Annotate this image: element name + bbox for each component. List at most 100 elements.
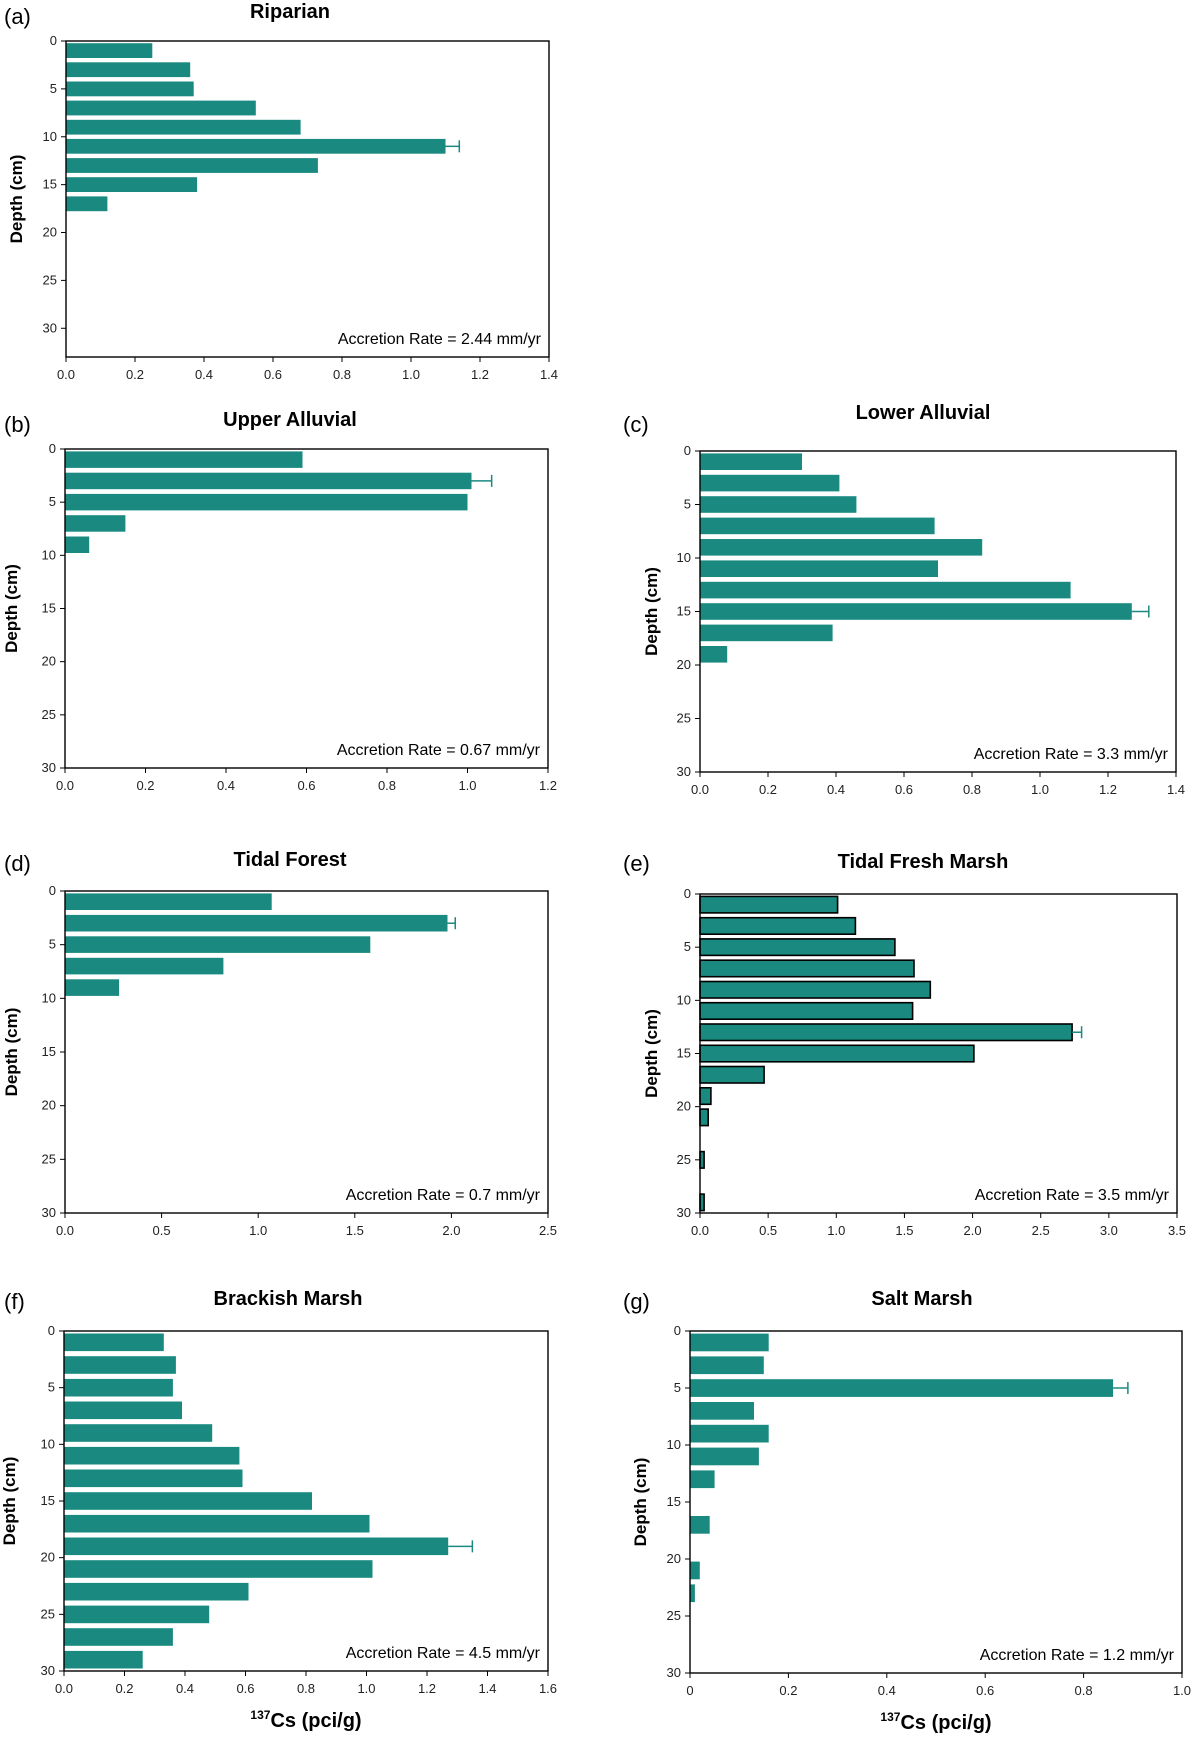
chart-title: Tidal Forest [234,849,347,871]
bar [64,1378,173,1397]
chart-title: Tidal Fresh Marsh [838,851,1009,873]
y-tick-label: 20 [42,654,56,669]
bar [64,1628,173,1646]
x-tick-label: 0.6 [264,367,282,382]
y-tick-label: 0 [684,886,691,901]
x-tick-label: 1.0 [357,1681,375,1696]
y-axis-label: Depth (cm) [7,155,26,244]
bar [65,451,303,468]
x-tick-label: 1.4 [540,367,558,382]
y-tick-label: 5 [684,939,691,954]
x-tick-label: 1.4 [478,1681,496,1696]
error-bar [1113,1382,1129,1394]
x-tick-label: 0.2 [136,778,154,793]
x-tick-label: 1.4 [1167,782,1185,797]
chart-panel-b: (b) Upper Alluvial 0 5 10 15 20 25 300.0 0.2 0.4 0.… [2,409,557,793]
y-tick-label: 25 [677,711,691,726]
x-tick-label: 1.2 [1099,782,1117,797]
y-tick-label: 0 [48,1323,55,1338]
bar [64,1560,373,1578]
bar [64,1582,249,1601]
x-tick-label: 0.8 [963,782,981,797]
x-tick-label: 2.5 [539,1223,557,1238]
chart-panel-e: (e) Tidal Fresh Marsh 0 5 10 15 20 25 300.0 0.5 1.… [623,851,1186,1238]
accretion-rate-note: Accretion Rate = 0.7 mm/yr [346,1187,541,1204]
bar [700,539,983,556]
y-tick-label: 10 [677,992,691,1007]
x-tick-label: 1.0 [402,367,420,382]
bar [66,119,301,135]
x-tick-label: 3.5 [1168,1223,1186,1238]
bar [700,517,935,535]
y-tick-label: 15 [667,1494,681,1509]
bar [699,916,857,936]
y-tick-label: 5 [48,1380,55,1395]
x-tick-label: 0.0 [56,778,74,793]
x-tick-label: 1.0 [249,1223,267,1238]
x-tick-label: 1.0 [458,778,476,793]
y-tick-label: 30 [677,1205,691,1220]
bar [700,496,857,513]
chart-panel-c: (c) Lower Alluvial 0 5 10 15 20 25 300.0 0.2 0.4 0.… [623,402,1185,797]
error-bar [1131,605,1150,618]
y-tick-label: 15 [42,601,56,616]
y-tick-label: 25 [677,1152,691,1167]
y-tick-label: 5 [50,81,57,96]
x-tick-label: 1.0 [1173,1683,1191,1698]
x-tick-label: 0.4 [217,778,235,793]
x-tick-label: 0.4 [195,367,213,382]
y-tick-label: 25 [42,1151,56,1166]
bar [64,1356,176,1374]
bar [700,474,840,492]
y-tick-label: 15 [677,1046,691,1061]
chart-panel-f: (f) Brackish Marsh 0 5 10 15 20 25 300.0 0.2 0.4 0.… [0,1288,557,1732]
y-tick-label: 25 [42,707,56,722]
x-tick-label: 0.4 [878,1683,896,1698]
y-tick-label: 5 [49,494,56,509]
y-tick-label: 25 [43,272,57,287]
x-tick-label: 0.5 [759,1223,777,1238]
accretion-rate-note: Accretion Rate = 0.67 mm/yr [337,742,541,759]
panel-letter: (f) [4,1289,25,1314]
y-tick-label: 20 [677,657,691,672]
accretion-rate-note: Accretion Rate = 2.44 mm/yr [338,331,542,348]
bar [64,1650,143,1669]
x-tick-label: 0.6 [895,782,913,797]
bar [64,1492,312,1510]
x-tick-label: 0.4 [176,1681,194,1696]
bar [700,453,802,470]
y-tick-label: 15 [677,604,691,619]
chart-panel-g: (g) Salt Marsh 0 5 10 15 20 25 30 0 0.2 0.4 0.6 0.8 1.… [623,1288,1191,1734]
x-tick-label: 1.2 [418,1681,436,1696]
bar [699,1087,712,1106]
x-tick-label: 0.0 [56,1223,74,1238]
accretion-rate-note: Accretion Rate = 3.5 mm/yr [975,1187,1170,1204]
y-tick-label: 10 [43,129,57,144]
bar [64,1446,240,1465]
x-tick-label: 1.2 [471,367,489,382]
y-tick-label: 25 [667,1608,681,1623]
chart-panel-d: (d) Tidal Forest 0 5 10 15 20 25 300.0 0.5 1.0 1.5 2… [2,849,557,1238]
y-tick-label: 15 [43,177,57,192]
y-tick-label: 30 [43,320,57,335]
x-tick-label: 2.0 [964,1223,982,1238]
bar [699,1044,975,1063]
bar [699,938,896,957]
chart-title: Salt Marsh [871,1288,972,1310]
x-tick-label: 0.8 [1075,1683,1093,1698]
y-tick-label: 20 [41,1550,55,1565]
bar [699,1023,1073,1042]
bar [65,914,448,932]
bar [690,1561,700,1580]
bar [65,493,468,511]
y-tick-label: 0 [674,1323,681,1338]
y-tick-label: 20 [677,1099,691,1114]
y-tick-label: 20 [667,1551,681,1566]
panel-letter: (g) [623,1289,650,1314]
x-axis-label: 137Cs (pci/g) [880,1710,991,1734]
bar [65,515,126,532]
bar [700,560,938,577]
error-bar [448,1540,474,1553]
bar [64,1605,210,1624]
bar [66,138,446,154]
